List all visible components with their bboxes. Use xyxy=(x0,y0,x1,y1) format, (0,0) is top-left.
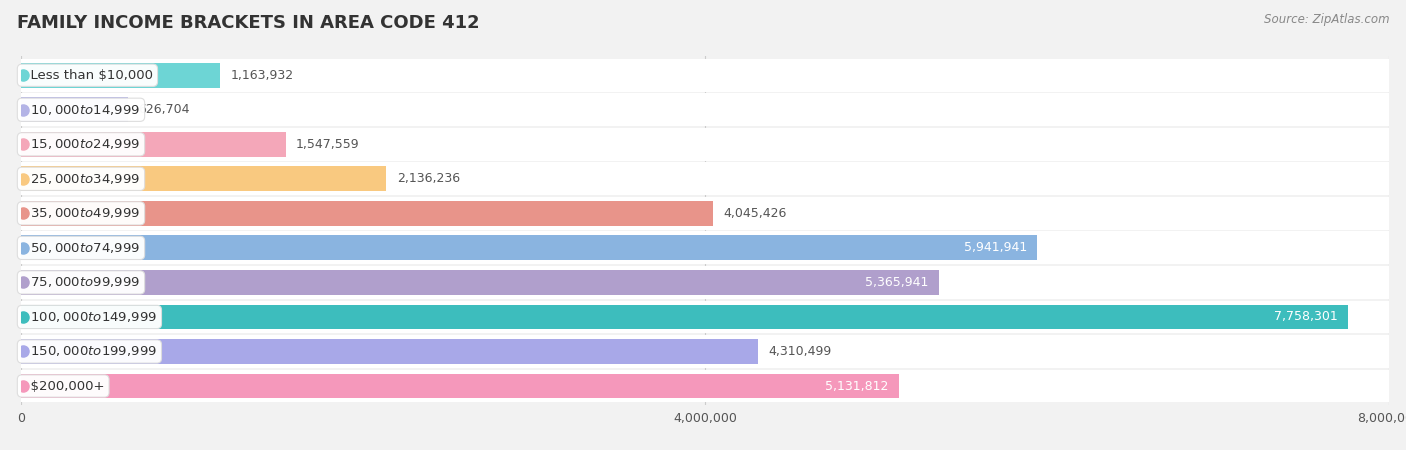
Bar xyxy=(21,235,1038,260)
Bar xyxy=(21,369,1389,402)
Text: $150,000 to $199,999: $150,000 to $199,999 xyxy=(22,345,157,359)
Text: 1,163,932: 1,163,932 xyxy=(231,69,294,82)
Text: 4,045,426: 4,045,426 xyxy=(723,207,786,220)
Text: 4,310,499: 4,310,499 xyxy=(769,345,832,358)
Text: 5,131,812: 5,131,812 xyxy=(825,379,889,392)
Bar xyxy=(21,266,1389,299)
Bar xyxy=(21,374,898,398)
Text: $35,000 to $49,999: $35,000 to $49,999 xyxy=(22,207,141,220)
Text: Source: ZipAtlas.com: Source: ZipAtlas.com xyxy=(1264,14,1389,27)
Text: $15,000 to $24,999: $15,000 to $24,999 xyxy=(22,137,141,151)
Text: $50,000 to $74,999: $50,000 to $74,999 xyxy=(22,241,141,255)
Text: 5,365,941: 5,365,941 xyxy=(865,276,928,289)
Bar xyxy=(21,197,1389,230)
Bar xyxy=(21,162,1389,195)
Text: 626,704: 626,704 xyxy=(139,103,190,116)
Text: Less than $10,000: Less than $10,000 xyxy=(22,69,153,82)
Text: $200,000+: $200,000+ xyxy=(22,379,104,392)
Text: 7,758,301: 7,758,301 xyxy=(1274,310,1337,324)
Text: $10,000 to $14,999: $10,000 to $14,999 xyxy=(22,103,141,117)
Bar xyxy=(21,132,285,157)
Bar xyxy=(21,63,221,88)
Text: FAMILY INCOME BRACKETS IN AREA CODE 412: FAMILY INCOME BRACKETS IN AREA CODE 412 xyxy=(17,14,479,32)
Bar xyxy=(21,305,1348,329)
Bar xyxy=(21,59,1389,92)
Text: 2,136,236: 2,136,236 xyxy=(396,172,460,185)
Bar xyxy=(21,301,1389,333)
Bar xyxy=(21,97,128,122)
Bar xyxy=(21,270,939,295)
Bar xyxy=(21,201,713,226)
Text: $100,000 to $149,999: $100,000 to $149,999 xyxy=(22,310,157,324)
Text: $25,000 to $34,999: $25,000 to $34,999 xyxy=(22,172,141,186)
Text: $75,000 to $99,999: $75,000 to $99,999 xyxy=(22,275,141,289)
Text: 5,941,941: 5,941,941 xyxy=(963,241,1026,254)
Bar xyxy=(21,231,1389,264)
Bar xyxy=(21,335,1389,368)
Bar xyxy=(21,339,758,364)
Bar xyxy=(21,128,1389,161)
Bar xyxy=(21,166,387,191)
Bar xyxy=(21,93,1389,126)
Text: 1,547,559: 1,547,559 xyxy=(297,138,360,151)
